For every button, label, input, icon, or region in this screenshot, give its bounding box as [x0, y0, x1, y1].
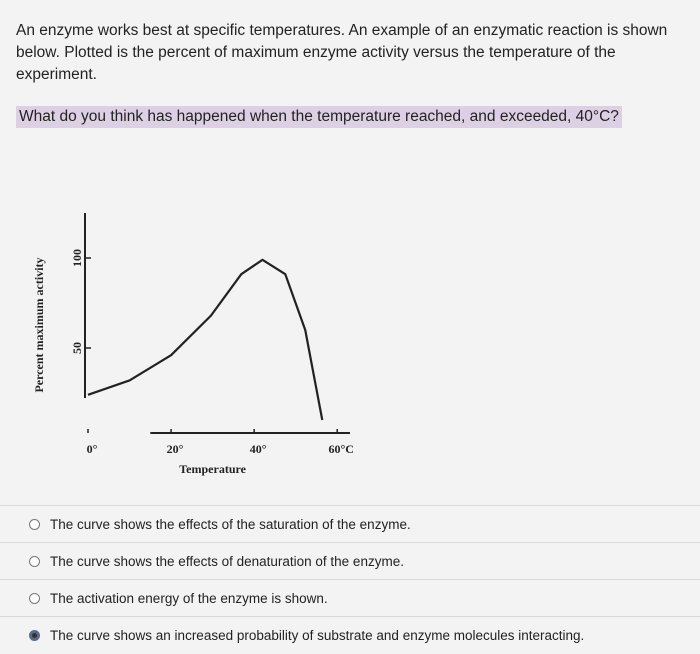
radio-button[interactable]	[29, 630, 40, 641]
curve	[87, 258, 324, 421]
option-text: The curve shows the effects of denaturat…	[50, 554, 404, 569]
radio-button[interactable]	[29, 556, 40, 567]
y-tick-label: 100	[70, 249, 84, 267]
question-text: What do you think has happened when the …	[16, 106, 622, 128]
option[interactable]: The curve shows an increased probability…	[0, 616, 700, 654]
radio-button[interactable]	[29, 593, 40, 604]
x-tick-label: 40°	[250, 442, 267, 456]
chart: 50 100 0° 20° 40° 60°C Temperature Percent maxi…	[32, 213, 354, 476]
y-axis-label: Percent maximum activity	[32, 257, 46, 392]
x-tick-label: 0°	[87, 442, 98, 456]
option[interactable]: The activation energy of the enzyme is s…	[0, 579, 700, 617]
radio-button[interactable]	[29, 519, 40, 530]
option-text: The curve shows the effects of the satur…	[50, 517, 411, 532]
x-tick-label: 60°C	[328, 442, 353, 456]
option-text: The curve shows an increased probability…	[50, 628, 585, 643]
intro-text: An enzyme works best at specific tempera…	[16, 22, 668, 83]
x-axis-label: Temperature	[179, 462, 246, 476]
x-tick-label: 20°	[167, 442, 184, 456]
y-tick-label: 50	[70, 342, 84, 354]
option[interactable]: The curve shows the effects of denaturat…	[0, 542, 700, 580]
option-text: The activation energy of the enzyme is s…	[50, 591, 328, 606]
option[interactable]: The curve shows the effects of the satur…	[0, 505, 700, 543]
